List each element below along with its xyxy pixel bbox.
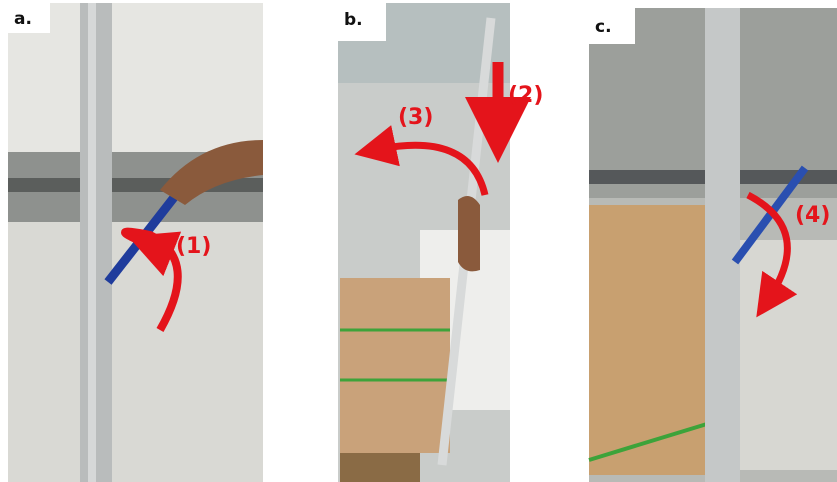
- pole-highlight: [88, 3, 96, 482]
- panel-b: b. (2) (3): [338, 3, 543, 482]
- annotation: (4): [795, 203, 830, 228]
- panel-a: a. (1): [8, 3, 263, 482]
- panel-label: b.: [344, 10, 363, 30]
- panel-c: c. (4): [589, 8, 837, 482]
- annotation: (3): [398, 105, 433, 130]
- boxes: [589, 205, 719, 475]
- figure: a. (1) b. (2) (3) c. (4): [0, 0, 837, 482]
- pole: [705, 8, 740, 482]
- annotation: (2): [508, 83, 543, 108]
- pallet: [340, 453, 420, 482]
- panel-label: a.: [14, 9, 32, 29]
- page: a. (1) b. (2) (3) c. (4) (() => { const …: [0, 0, 837, 482]
- panel-label: c.: [595, 17, 612, 37]
- wrapped-boxes: [740, 240, 837, 470]
- boxes: [340, 278, 450, 453]
- annotation: (1): [176, 234, 211, 259]
- hand: [458, 196, 480, 271]
